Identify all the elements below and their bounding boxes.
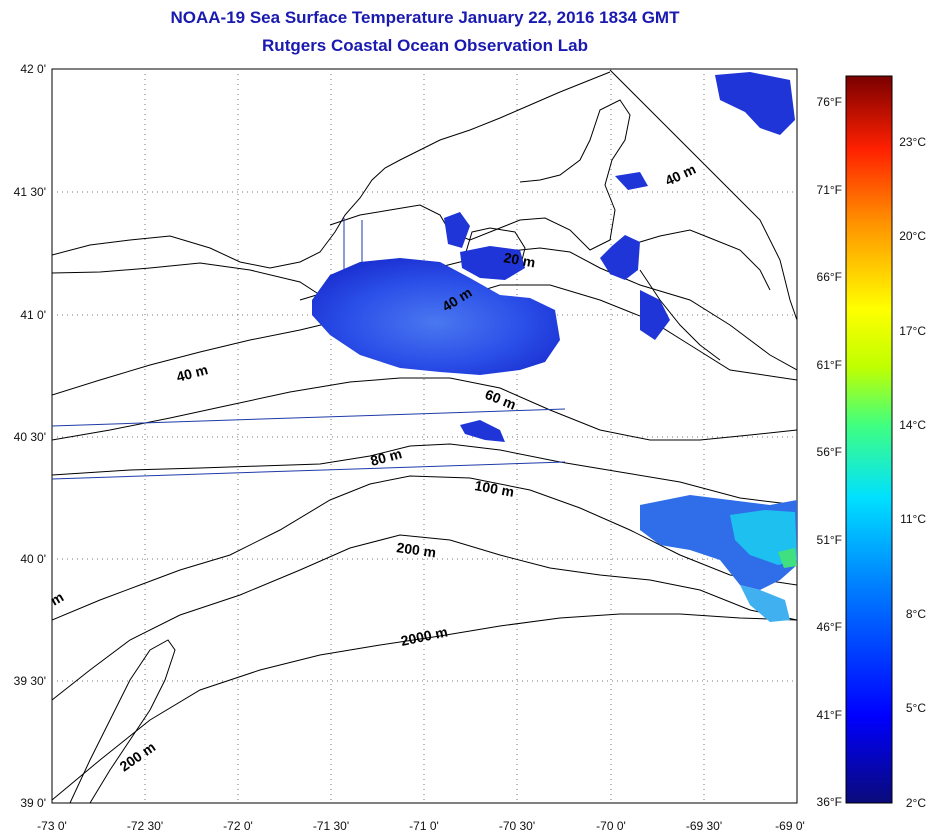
lat-label: 39 30' [14,674,46,688]
map-title: NOAA-19 Sea Surface Temperature January … [170,8,680,27]
celsius-label: 17°C [899,324,926,338]
lat-label: 42 0' [20,62,46,76]
isobath-200m [52,534,797,701]
celsius-label: 20°C [899,229,926,243]
isobath-100m [52,475,797,621]
lat-label: 40 0' [20,552,46,566]
fahrenheit-label: 51°F [817,533,842,547]
isobath-80m [52,443,797,506]
contour-label-80m: 80 m [369,445,404,469]
latitude-axis: 42 0' 41 30' 41 0' 40 30' 40 0' 39 30' 3… [14,62,46,810]
isobath-200m-sw [69,639,176,803]
sst-patch-bay [444,212,470,248]
sst-patch-cape-2 [615,172,648,190]
sst-patch-small [460,420,505,442]
isobath-60m [52,377,797,441]
fahrenheit-label: 56°F [817,445,842,459]
lat-label: 39 0' [20,796,46,810]
celsius-label: 8°C [906,607,926,621]
lat-label: 41 0' [20,308,46,322]
contour-label-200m: 200 m [396,539,438,560]
celsius-label: 2°C [906,796,926,810]
fahrenheit-label: 46°F [817,620,842,634]
lon-label: -71 0' [409,819,439,833]
sst-patch-se-green [778,548,797,568]
lon-label: -70 0' [596,819,626,833]
lat-label: 41 30' [14,185,46,199]
contour-label-20m: 20 m [502,249,536,270]
map-subtitle: Rutgers Coastal Ocean Observation Lab [262,36,588,55]
fahrenheit-scale: 76°F 71°F 66°F 61°F 56°F 51°F 46°F 41°F … [817,95,842,809]
fahrenheit-label: 71°F [817,183,842,197]
isobath-2000m [52,613,797,801]
fahrenheit-label: 76°F [817,95,842,109]
lon-label: -73 0' [37,819,67,833]
fahrenheit-label: 41°F [817,708,842,722]
fahrenheit-label: 36°F [817,795,842,809]
celsius-label: 23°C [899,135,926,149]
lon-label: -69 0' [775,819,805,833]
sst-data [312,72,797,622]
track-line-1 [52,408,566,427]
isobath-40m-ne [609,69,797,321]
sst-patch-scatter-e [640,290,670,340]
lon-label: -72 0' [223,819,253,833]
longitude-axis: -73 0' -72 30' -72 0' -71 30' -71 0' -70… [37,819,805,833]
sst-patch-main [312,258,560,375]
lat-label: 40 30' [14,430,46,444]
sst-patch-se-core [730,510,797,565]
lon-label: -72 30' [127,819,163,833]
contour-label-40m-west: 40 m [175,361,210,385]
track-line-2 [52,461,566,480]
sst-patch-se-tail [740,585,790,622]
celsius-label: 14°C [899,418,926,432]
sst-patch-ne [715,72,795,135]
fahrenheit-label: 61°F [817,358,842,372]
sst-patch-cape [600,235,640,280]
celsius-label: 11°C [900,512,926,526]
lon-label: -70 30' [499,819,535,833]
coastline [52,71,631,296]
contour-label-100m: 100 m [473,477,515,500]
color-bar [845,75,893,804]
lon-label: -69 30' [686,819,722,833]
fahrenheit-label: 66°F [817,270,842,284]
lon-label: -71 30' [313,819,349,833]
graticule [52,69,797,803]
sst-patch-north [460,246,525,280]
celsius-scale: 23°C 20°C 17°C 14°C 11°C 8°C 5°C 2°C [899,135,926,810]
celsius-label: 5°C [906,701,926,715]
